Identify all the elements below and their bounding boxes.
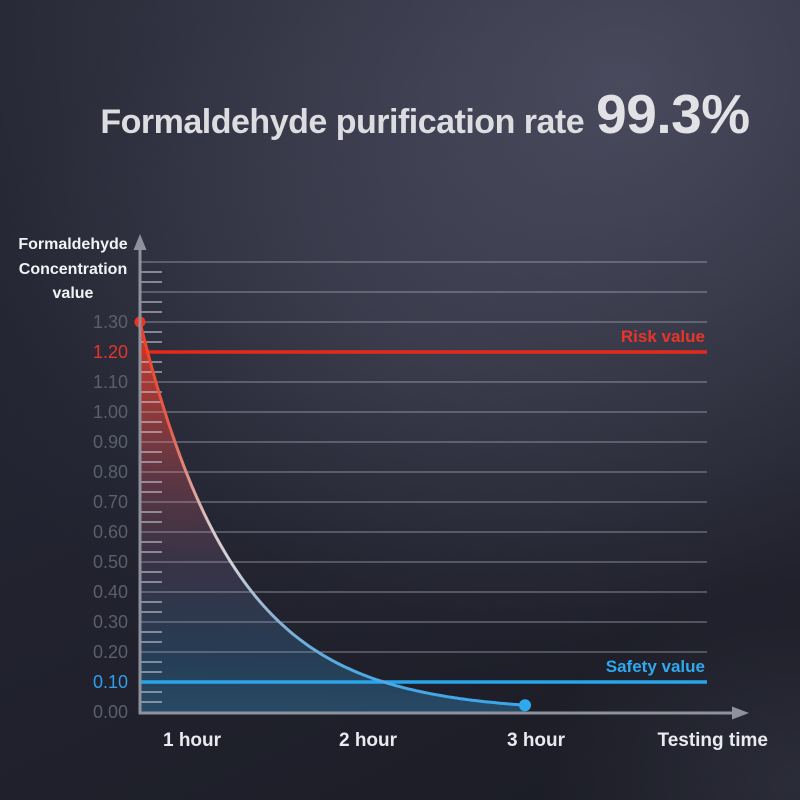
x-tick-label: 2 hour [339,730,398,751]
x-tick-label: 3 hour [507,730,566,751]
y-tick-label: 0.40 [93,582,128,602]
y-tick-label: 1.20 [93,342,128,362]
curve-area-fill [140,322,525,712]
y-axis-title-line: Concentration [19,261,127,278]
y-tick-label: 0.10 [93,672,128,692]
y-axis-title-line: Formaldehyde [18,236,127,253]
gridlines [140,261,707,653]
x-tick-label: 1 hour [163,730,222,751]
safety-value-label: Safety value [606,657,705,676]
chart-title: Formaldehyde purification rate 99.3% [50,82,800,146]
y-tick-label: 0.60 [93,522,128,542]
purification-rate-value: 99.3% [596,83,750,145]
y-tick-label: 0.30 [93,612,128,632]
chart-title-text: Formaldehyde purification rate [100,103,585,141]
risk-value-label: Risk value [621,327,705,346]
y-tick-label: 0.80 [93,462,128,482]
x-tick-labels: 1 hour 2 hour 3 hour [163,730,566,751]
y-tick-labels: 1.30 1.20 1.10 1.00 0.90 0.80 0.70 0.60 0.50 0.40… [93,312,128,722]
y-axis-arrow-icon [133,234,147,250]
y-tick-label: 1.10 [93,372,128,392]
y-tick-label: 0.20 [93,642,128,662]
y-axis-title-line: value [53,285,94,302]
y-axis-title: Formaldehyde Concentration value [18,236,127,302]
concentration-curve [138,320,527,707]
x-axis-title: Testing time [658,730,769,751]
y-tick-label: 1.30 [93,312,128,332]
y-tick-label: 0.50 [93,552,128,572]
x-axis-arrow-icon [732,706,749,720]
y-tick-label: 0.90 [93,432,128,452]
y-tick-label: 0.70 [93,492,128,512]
curve-end-dot [519,699,531,712]
y-tick-label: 0.00 [93,702,128,722]
y-tick-label: 1.00 [93,402,128,422]
